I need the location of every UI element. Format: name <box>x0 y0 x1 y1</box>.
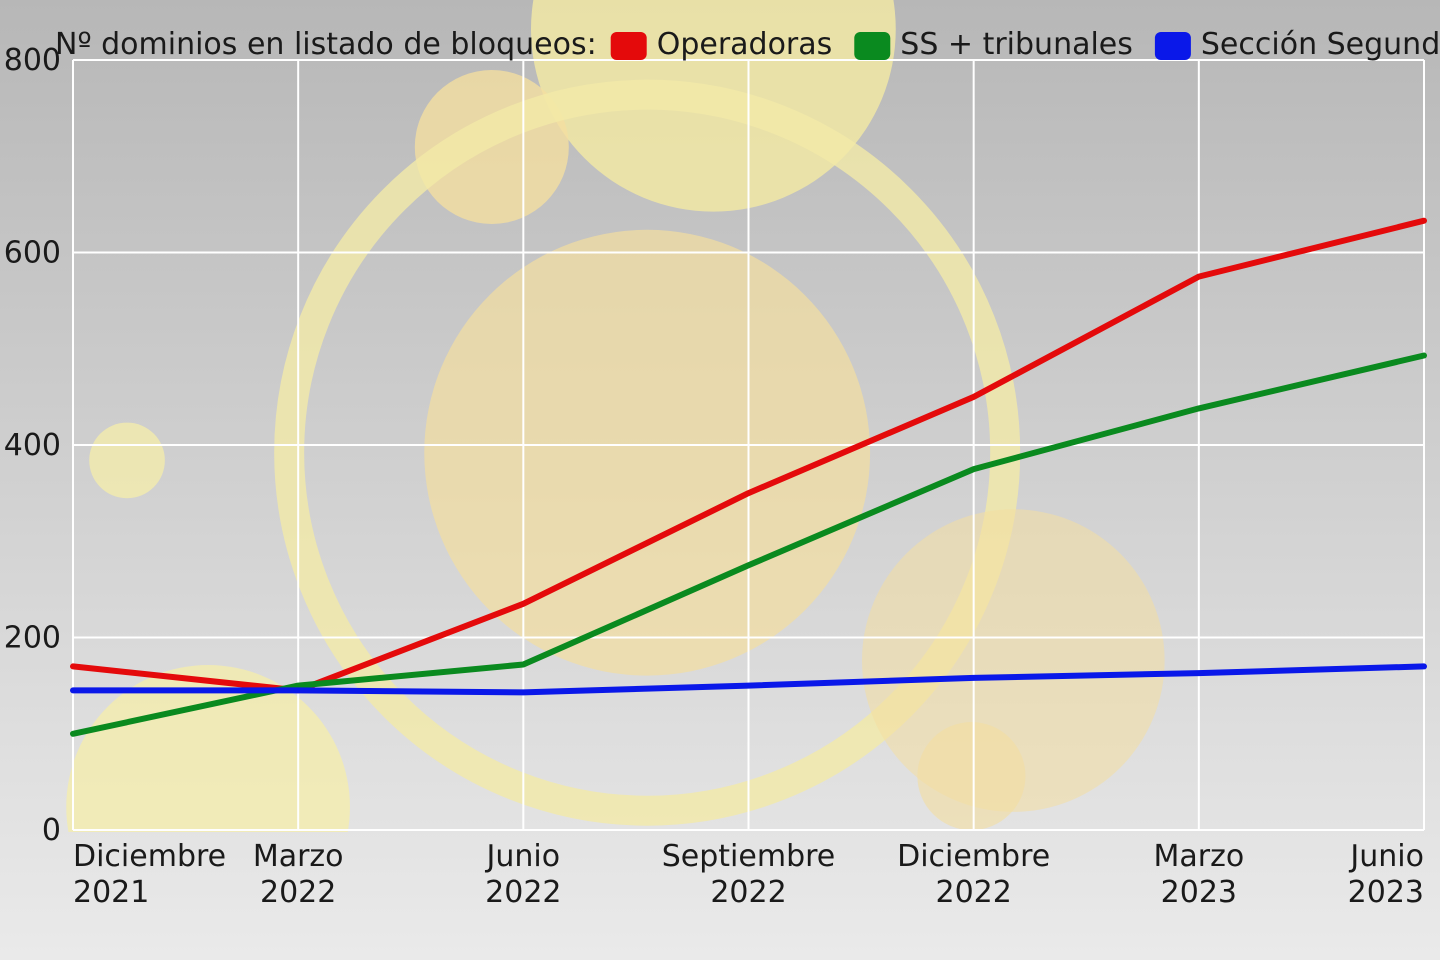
y-tick-label: 800 <box>4 43 61 78</box>
x-tick-label-line2: 2023 <box>1161 875 1237 910</box>
x-tick-label-line2: 2022 <box>485 875 561 910</box>
decor-circle <box>917 722 1025 830</box>
x-tick-label-line1: Marzo <box>253 839 344 874</box>
x-tick-label-line2: 2023 <box>1348 875 1424 910</box>
legend-label: Sección Segunda <box>1201 27 1440 62</box>
x-tick-label-line2: 2021 <box>73 875 149 910</box>
decor-circle <box>89 423 165 499</box>
line-chart: 0200400600800Diciembre2021Marzo2022Junio… <box>0 0 1440 960</box>
x-tick-label-line1: Junio <box>485 839 561 874</box>
legend-swatch <box>854 32 890 60</box>
legend-label: Operadoras <box>657 27 833 62</box>
legend: Nº dominios en listado de bloqueos: Opera… <box>55 27 1440 62</box>
x-tick-label-line2: 2022 <box>260 875 336 910</box>
y-tick-label: 400 <box>4 428 61 463</box>
chart-container: 0200400600800Diciembre2021Marzo2022Junio… <box>0 0 1440 960</box>
x-tick-label-line1: Diciembre <box>73 839 226 874</box>
y-tick-label: 0 <box>42 813 61 848</box>
x-tick-label-line1: Junio <box>1348 839 1424 874</box>
legend-swatch <box>611 32 647 60</box>
x-tick-label-line2: 2022 <box>710 875 786 910</box>
y-tick-label: 200 <box>4 621 61 656</box>
x-tick-label-line2: 2022 <box>935 875 1011 910</box>
x-tick-label-line1: Marzo <box>1153 839 1244 874</box>
legend-swatch <box>1155 32 1191 60</box>
legend-label: SS + tribunales <box>900 27 1133 62</box>
x-tick-label-line1: Diciembre <box>897 839 1050 874</box>
y-tick-label: 600 <box>4 236 61 271</box>
x-tick-label-line1: Septiembre <box>662 839 836 874</box>
legend-title: Nº dominios en listado de bloqueos: <box>55 27 597 62</box>
